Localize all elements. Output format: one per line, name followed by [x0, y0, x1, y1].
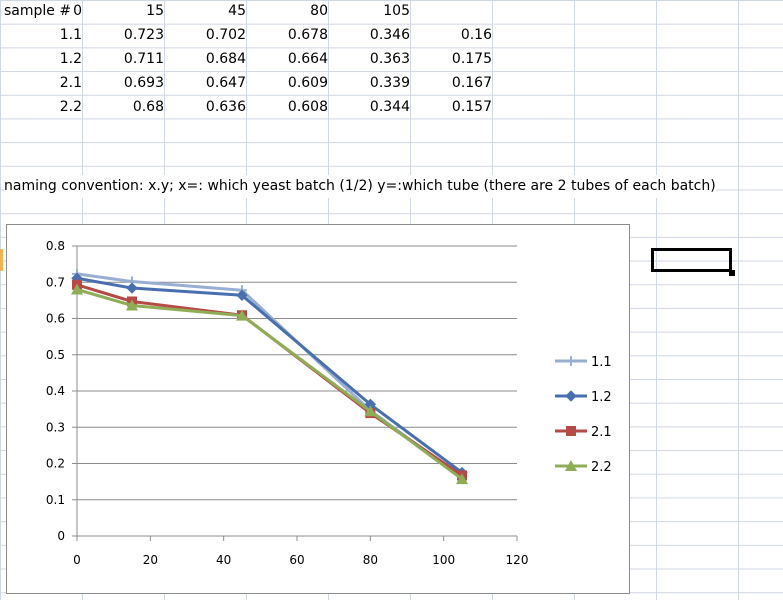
- legend-label: 1.1: [591, 355, 612, 370]
- x-tick-label: 60: [289, 553, 304, 567]
- fill-handle[interactable]: [729, 270, 735, 276]
- y-tick-label: 0.7: [46, 275, 65, 289]
- data-cell[interactable]: 0.175: [451, 51, 492, 67]
- x-tick-label: 120: [506, 553, 529, 567]
- data-cell[interactable]: 0.608: [287, 99, 328, 115]
- data-cell[interactable]: 0.363: [369, 51, 410, 67]
- header-time-80[interactable]: 80: [310, 3, 328, 19]
- legend-marker: [565, 460, 577, 471]
- data-cell[interactable]: 0.609: [287, 75, 328, 91]
- legend-marker: [566, 426, 576, 436]
- x-tick-label: 100: [432, 553, 455, 567]
- y-tick-label: 0.4: [46, 384, 65, 398]
- data-cell[interactable]: 0.167: [451, 75, 492, 91]
- y-tick-label: 0.6: [46, 312, 65, 326]
- data-point-2-2: [364, 405, 377, 417]
- data-cell[interactable]: 0.16: [460, 27, 492, 43]
- data-cell[interactable]: 0.711: [123, 51, 164, 67]
- legend-marker: [566, 356, 576, 366]
- row-id-cell[interactable]: 1.2: [59, 51, 82, 67]
- x-tick-label: 40: [216, 553, 231, 567]
- y-tick-label: 0.2: [46, 457, 65, 471]
- data-cell[interactable]: 0.702: [205, 27, 246, 43]
- data-cell[interactable]: 0.723: [123, 27, 164, 43]
- header-time-15[interactable]: 15: [146, 3, 164, 19]
- y-tick-label: 0.5: [46, 348, 65, 362]
- data-point-2-2: [126, 299, 138, 311]
- naming-convention-note[interactable]: naming convention: x.y; x=: which yeast …: [4, 175, 716, 198]
- data-point-1-2: [126, 282, 138, 294]
- legend-label: 2.2: [591, 460, 612, 475]
- data-cell[interactable]: 0.157: [451, 99, 492, 115]
- data-cell[interactable]: 0.344: [369, 99, 410, 115]
- data-cell[interactable]: 0.346: [369, 27, 410, 43]
- data-point-2-2: [71, 283, 83, 295]
- data-cell[interactable]: 0.684: [205, 51, 246, 67]
- data-cell[interactable]: 0.693: [123, 75, 164, 91]
- data-point-2-2: [456, 473, 468, 485]
- legend-label: 1.2: [591, 390, 612, 405]
- x-tick-label: 0: [73, 553, 81, 567]
- data-cell[interactable]: 0.647: [205, 75, 246, 91]
- data-cell[interactable]: 0.68: [132, 99, 164, 115]
- y-tick-label: 0.3: [46, 420, 65, 434]
- legend-label: 2.1: [591, 425, 612, 440]
- x-tick-label: 20: [143, 553, 158, 567]
- data-cell[interactable]: 0.664: [287, 51, 328, 67]
- y-tick-label: 0.8: [46, 239, 65, 253]
- x-tick-label: 80: [363, 553, 378, 567]
- line-chart[interactable]: 0 0.1 0.2 0.3 0.4 0.5 0.6 0.7 0.8 0 20 40 60 80 100 120…: [6, 224, 630, 594]
- data-point-1-2: [236, 289, 248, 302]
- row-id-cell[interactable]: 1.1: [59, 27, 82, 43]
- series-line-2-1: [76, 283, 463, 477]
- row-id-cell[interactable]: 2.2: [59, 99, 82, 115]
- data-cell[interactable]: 0.339: [369, 75, 410, 91]
- header-time-105[interactable]: 105: [383, 3, 410, 19]
- header-sample-label[interactable]: sample #: [4, 3, 72, 19]
- data-point-2-2: [236, 309, 248, 321]
- header-time-0[interactable]: 0: [73, 3, 82, 19]
- y-tick-label: 0.1: [46, 493, 65, 507]
- header-time-45[interactable]: 45: [228, 3, 246, 19]
- active-row-indicator: [0, 249, 3, 271]
- data-cell[interactable]: 0.636: [205, 99, 246, 115]
- legend-marker: [565, 390, 577, 402]
- chart-plot-svg: 0 0.1 0.2 0.3 0.4 0.5 0.6 0.7 0.8 0 20 40 60 80 100 120…: [46, 239, 612, 567]
- active-cell-selection[interactable]: [651, 248, 732, 272]
- row-id-cell[interactable]: 2.1: [59, 75, 82, 91]
- data-cell[interactable]: 0.678: [287, 27, 328, 43]
- y-tick-label: 0: [57, 529, 65, 543]
